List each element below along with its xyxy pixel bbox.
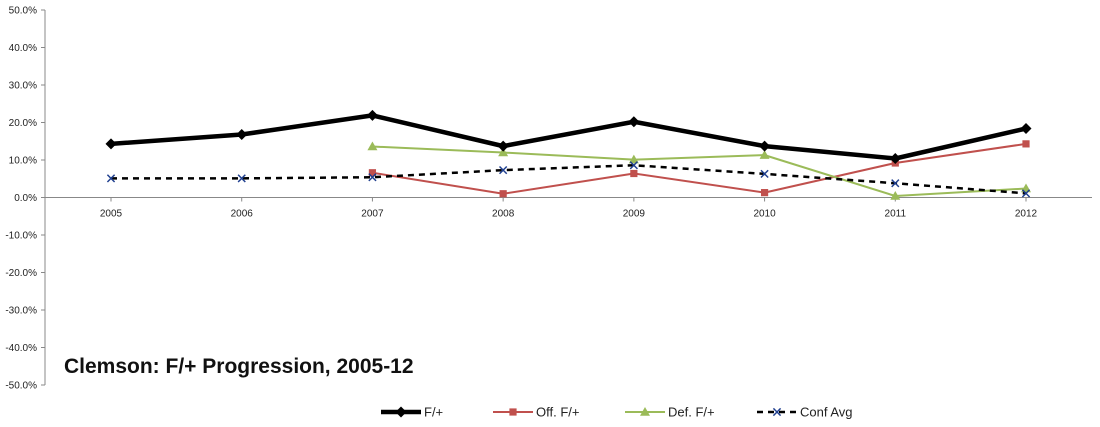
data-point (891, 179, 900, 188)
legend-entry: Off. F/+ (493, 405, 579, 420)
data-point (236, 129, 248, 140)
data-point (497, 140, 509, 152)
x-tick-label: 2007 (361, 209, 384, 220)
data-point (395, 406, 407, 418)
data-point (759, 150, 770, 159)
x-tick-label: 2010 (753, 209, 776, 220)
legend-entry: F/+ (381, 405, 443, 420)
data-point (498, 147, 509, 157)
data-point (889, 153, 901, 164)
data-point (629, 161, 638, 170)
x-tick-label: 2009 (623, 209, 646, 220)
y-tick-label: 40.0% (9, 43, 37, 54)
series-line (372, 142, 1027, 195)
x-tick-label: 2006 (231, 209, 254, 220)
series-line (372, 145, 1027, 197)
data-point (366, 109, 378, 121)
y-tick-label: 10.0% (9, 156, 37, 167)
legend-label: Def. F/+ (668, 405, 715, 420)
legend-label: Off. F/+ (536, 405, 579, 420)
y-axis-tick-labels: 50.0% 40.0% 30.0% 20.0% 10.0% 0.0% -10.0% -20.0… (5, 6, 45, 392)
legend-label: F/+ (424, 405, 443, 420)
y-tick-label: -30.0% (5, 306, 37, 317)
data-point (1022, 140, 1030, 148)
data-point (760, 189, 769, 197)
y-tick-label: 30.0% (9, 81, 37, 92)
legend: F/+ Off. F/+ Def. F/+ Conf Avg (381, 405, 853, 420)
legend-entry: Conf Avg (757, 405, 853, 420)
data-point (759, 140, 771, 152)
data-point (772, 407, 782, 417)
data-point (628, 154, 639, 164)
y-tick-label: 0.0% (14, 193, 37, 204)
y-tick-label: -50.0% (5, 381, 37, 392)
y-tick-label: -20.0% (5, 268, 37, 279)
data-point (1020, 123, 1032, 134)
data-point (499, 165, 508, 175)
series-line (111, 164, 1027, 195)
data-point (368, 169, 377, 177)
data-point (630, 169, 638, 178)
series-f (105, 109, 1032, 164)
series-conf-avg (106, 161, 1031, 198)
data-point (628, 116, 640, 128)
y-tick-label: -40.0% (5, 343, 37, 354)
y-tick-label: -10.0% (5, 231, 37, 242)
data-point (1021, 189, 1031, 198)
x-tick-label: 2008 (492, 209, 515, 220)
data-point (760, 169, 769, 179)
legend-label: Conf Avg (800, 405, 853, 420)
x-tick-label: 2011 (885, 209, 907, 220)
data-point (890, 191, 901, 200)
data-point (499, 190, 507, 198)
data-point (237, 174, 246, 183)
x-axis-tick-labels: 2005 2006 2007 2008 2009 2010 2011 2012 (100, 197, 1038, 220)
data-point (367, 141, 378, 151)
y-tick-label: 50.0% (9, 6, 37, 17)
data-point (509, 408, 517, 416)
series-layer (105, 109, 1032, 200)
x-tick-label: 2012 (1015, 209, 1038, 220)
x-tick-label: 2005 (100, 209, 123, 220)
chart-title: Clemson: F/+ Progression, 2005-12 (64, 355, 414, 378)
data-point (640, 407, 650, 416)
data-point (105, 138, 117, 150)
data-point (368, 173, 377, 182)
legend-entry: Def. F/+ (625, 405, 715, 420)
series-line (110, 113, 1027, 161)
data-point (106, 174, 116, 183)
y-tick-label: 20.0% (9, 118, 37, 129)
